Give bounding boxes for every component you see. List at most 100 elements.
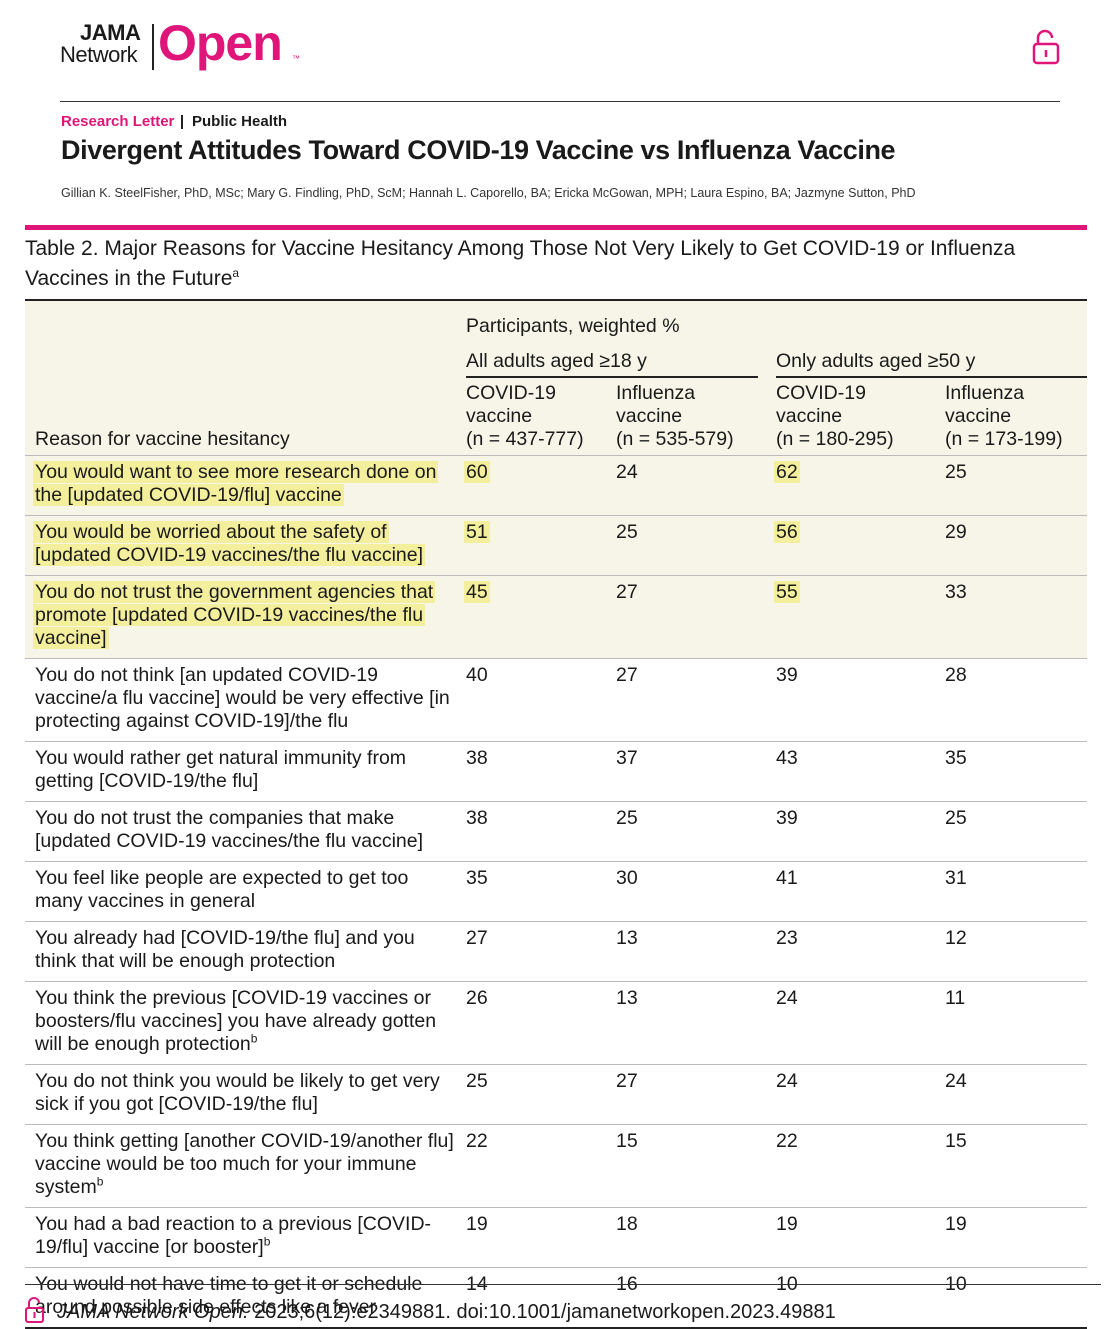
- value: 45: [464, 581, 490, 603]
- value-cell: 38: [466, 741, 616, 802]
- value: 13: [616, 987, 638, 1009]
- reason-cell: You would be worried about the safety of…: [25, 515, 466, 576]
- logo-tm: ™: [292, 54, 300, 63]
- value-cell: 22: [466, 1124, 616, 1208]
- column-name: COVID-19 vaccine: [776, 382, 866, 427]
- value: 24: [776, 987, 798, 1009]
- table-row: You had a bad reaction to a previous [CO…: [25, 1207, 1087, 1268]
- value: 62: [774, 461, 800, 483]
- value: 25: [945, 807, 967, 829]
- value: 33: [945, 581, 967, 603]
- value: 38: [466, 807, 488, 829]
- reason: You do not trust the companies that make…: [35, 807, 424, 852]
- column-n: (n = 437-777): [466, 428, 584, 450]
- reason-cell: You had a bad reaction to a previous [CO…: [25, 1207, 466, 1268]
- journal-name: JAMA Network Open.: [57, 1301, 249, 1323]
- value: 24: [616, 461, 638, 483]
- value-cell: 40: [466, 658, 616, 742]
- value: 19: [466, 1213, 488, 1235]
- logo-divider: [152, 24, 154, 70]
- section[interactable]: Public Health: [192, 113, 288, 130]
- value-cell: 28: [945, 658, 1087, 742]
- reason: You would be worried about the safety of…: [33, 521, 426, 566]
- table-row: You do not trust the companies that make…: [25, 801, 1087, 862]
- column-header: Influenza vaccine (n = 535-579): [616, 378, 776, 456]
- value: 31: [945, 867, 967, 889]
- value: 35: [466, 867, 488, 889]
- reason: You do not think [an updated COVID-19 va…: [35, 664, 450, 732]
- citation-text: 2023;6(12):e2349881. doi:10.1001/jamanet…: [248, 1301, 836, 1323]
- value-cell: 13: [616, 921, 776, 982]
- value-cell: 41: [776, 861, 945, 922]
- rule: [60, 101, 1060, 102]
- value: 25: [945, 461, 967, 483]
- table: Reason for vaccine hesitancy Participants…: [25, 299, 1087, 1329]
- logo-jama: JAMA: [80, 20, 141, 45]
- value-cell: 35: [945, 741, 1087, 802]
- value: 12: [945, 927, 967, 949]
- reason: You feel like people are expected to get…: [35, 867, 409, 912]
- reason: You think the previous [COVID-19 vaccine…: [35, 987, 437, 1055]
- value-cell: 25: [945, 801, 1087, 862]
- column-name: Influenza vaccine: [945, 382, 1025, 427]
- table-row: You think getting [another COVID-19/anot…: [25, 1124, 1087, 1208]
- open-access-icon: [25, 1297, 44, 1323]
- reason: You already had [COVID-19/the flu] and y…: [35, 927, 415, 972]
- value: 29: [945, 521, 967, 543]
- article-title: Divergent Attitudes Toward COVID-19 Vacc…: [61, 135, 896, 165]
- value: 28: [945, 664, 967, 686]
- subgroup-header: Only adults aged ≥50 y: [776, 350, 1087, 378]
- value-cell: 56: [774, 515, 945, 576]
- value-cell: 22: [776, 1124, 945, 1208]
- header-row: Reason for vaccine hesitancy Participants…: [25, 300, 1087, 450]
- value: 25: [616, 521, 638, 543]
- value-cell: 13: [616, 981, 776, 1065]
- reason-cell: You would rather get natural immunity fr…: [25, 741, 466, 802]
- reason-cell: You do not trust the government agencies…: [25, 575, 466, 659]
- value-cell: 25: [945, 455, 1087, 516]
- value: 43: [776, 747, 798, 769]
- value: 19: [945, 1213, 967, 1235]
- separator: [181, 115, 183, 129]
- caption-text: Table 2. Major Reasons for Vaccine Hesit…: [25, 237, 1016, 290]
- value: 27: [616, 664, 638, 686]
- reason: You do not think you would be likely to …: [35, 1070, 440, 1115]
- value: 11: [945, 987, 966, 1009]
- authors: Gillian K. SteelFisher, PhD, MSc; Mary G…: [61, 186, 916, 200]
- value-cell: 24: [776, 1064, 945, 1125]
- value-cell: 27: [616, 1064, 776, 1125]
- open-access-icon[interactable]: [1031, 28, 1061, 66]
- table-head: Reason for vaccine hesitancy Participants…: [25, 300, 1087, 456]
- value-cell: 29: [945, 515, 1087, 576]
- value-cell: 39: [776, 658, 945, 742]
- value-cell: 11: [945, 981, 1087, 1065]
- value-cell: 19: [945, 1207, 1087, 1268]
- footnote: b: [250, 1031, 258, 1046]
- value-cell: 18: [616, 1207, 776, 1268]
- value: 22: [776, 1130, 798, 1152]
- caption-footnote: a: [232, 266, 240, 280]
- cell: All adults aged ≥18 y: [466, 344, 776, 378]
- value-cell: 38: [466, 801, 616, 862]
- reason: You would want to see more research done…: [33, 461, 439, 506]
- category[interactable]: Research Letter: [61, 113, 175, 130]
- value: 37: [616, 747, 638, 769]
- value: 13: [616, 927, 638, 949]
- value: 27: [616, 581, 638, 603]
- table-row: You would rather get natural immunity fr…: [25, 741, 1087, 802]
- value-cell: 12: [945, 921, 1087, 982]
- value: 27: [616, 1070, 638, 1092]
- value: 23: [776, 927, 798, 949]
- header-row: All adults aged ≥18 y Only adults aged ≥5…: [25, 344, 1087, 378]
- value: 41: [776, 867, 798, 889]
- subgroup-header: All adults aged ≥18 y: [466, 350, 758, 378]
- value: 56: [774, 521, 800, 543]
- value-cell: 19: [776, 1207, 945, 1268]
- table-caption: Table 2. Major Reasons for Vaccine Hesit…: [25, 234, 1065, 294]
- pink-rule: [25, 225, 1087, 230]
- value-cell: 39: [776, 801, 945, 862]
- value: 19: [776, 1213, 798, 1235]
- value-cell: 37: [616, 741, 776, 802]
- reason-cell: You think the previous [COVID-19 vaccine…: [25, 981, 466, 1065]
